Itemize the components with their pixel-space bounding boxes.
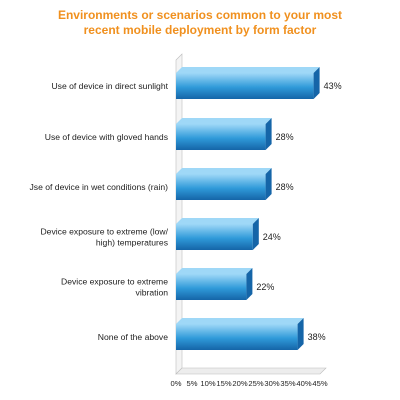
category-label-4-line-2: high) temperatures <box>96 238 168 248</box>
bar-top-6 <box>176 318 304 324</box>
bar-side-6 <box>297 318 304 350</box>
x-tick-label-4: 15% <box>216 379 231 388</box>
bar-front-3 <box>176 174 266 200</box>
x-tick-label-5: 20% <box>232 379 247 388</box>
value-label-4: 24% <box>263 232 281 242</box>
x-tick-label-1: 0% <box>171 379 182 388</box>
x-tick-label-6: 25% <box>248 379 263 388</box>
bar-top-3 <box>176 168 272 174</box>
x-tick-label-9: 40% <box>296 379 311 388</box>
category-label-3: Jse of device in wet conditions (rain) <box>29 182 168 192</box>
bar-side-3 <box>265 168 272 200</box>
bar-front-6 <box>176 324 298 350</box>
value-label-5: 22% <box>256 282 274 292</box>
chart-title: Environments or scenarios common to your… <box>40 8 360 38</box>
chart-title-line-1: Environments or scenarios common to your… <box>57 8 343 22</box>
plot-floor <box>175 367 327 375</box>
category-label-6: None of the above <box>98 332 168 342</box>
x-tick-label-8: 35% <box>280 379 295 388</box>
bar-side-5 <box>246 268 253 300</box>
category-label-4-line-1: Device exposure to extreme (low/ <box>40 227 168 237</box>
bar-top-4 <box>176 218 259 224</box>
bar-side-2 <box>265 118 272 150</box>
x-tick-label-2: 5% <box>187 379 198 388</box>
value-label-6: 38% <box>308 332 326 342</box>
bar-front-4 <box>176 224 253 250</box>
bar-top-5 <box>176 268 253 274</box>
bar-top-2 <box>176 118 272 124</box>
value-label-2: 28% <box>276 132 294 142</box>
bar-side-1 <box>313 67 320 99</box>
x-tick-label-10: 45% <box>312 379 327 388</box>
bar-side-4 <box>252 218 259 250</box>
x-tick-label-3: 10% <box>200 379 215 388</box>
category-label-1: Use of device in direct sunlight <box>51 81 168 91</box>
chart-title-line-2: recent mobile deployment by form factor <box>83 23 317 37</box>
category-label-2: Use of device with gloved hands <box>45 132 168 142</box>
bar-top-1 <box>176 67 320 73</box>
bar-front-1 <box>176 73 314 99</box>
x-tick-label-7: 30% <box>264 379 279 388</box>
category-label-5-line-2: vibration <box>136 288 169 298</box>
bar-front-5 <box>176 274 247 300</box>
value-label-3: 28% <box>276 182 294 192</box>
value-label-1: 43% <box>324 81 342 91</box>
bar-front-2 <box>176 124 266 150</box>
category-label-5-line-1: Device exposure to extreme <box>61 277 168 287</box>
